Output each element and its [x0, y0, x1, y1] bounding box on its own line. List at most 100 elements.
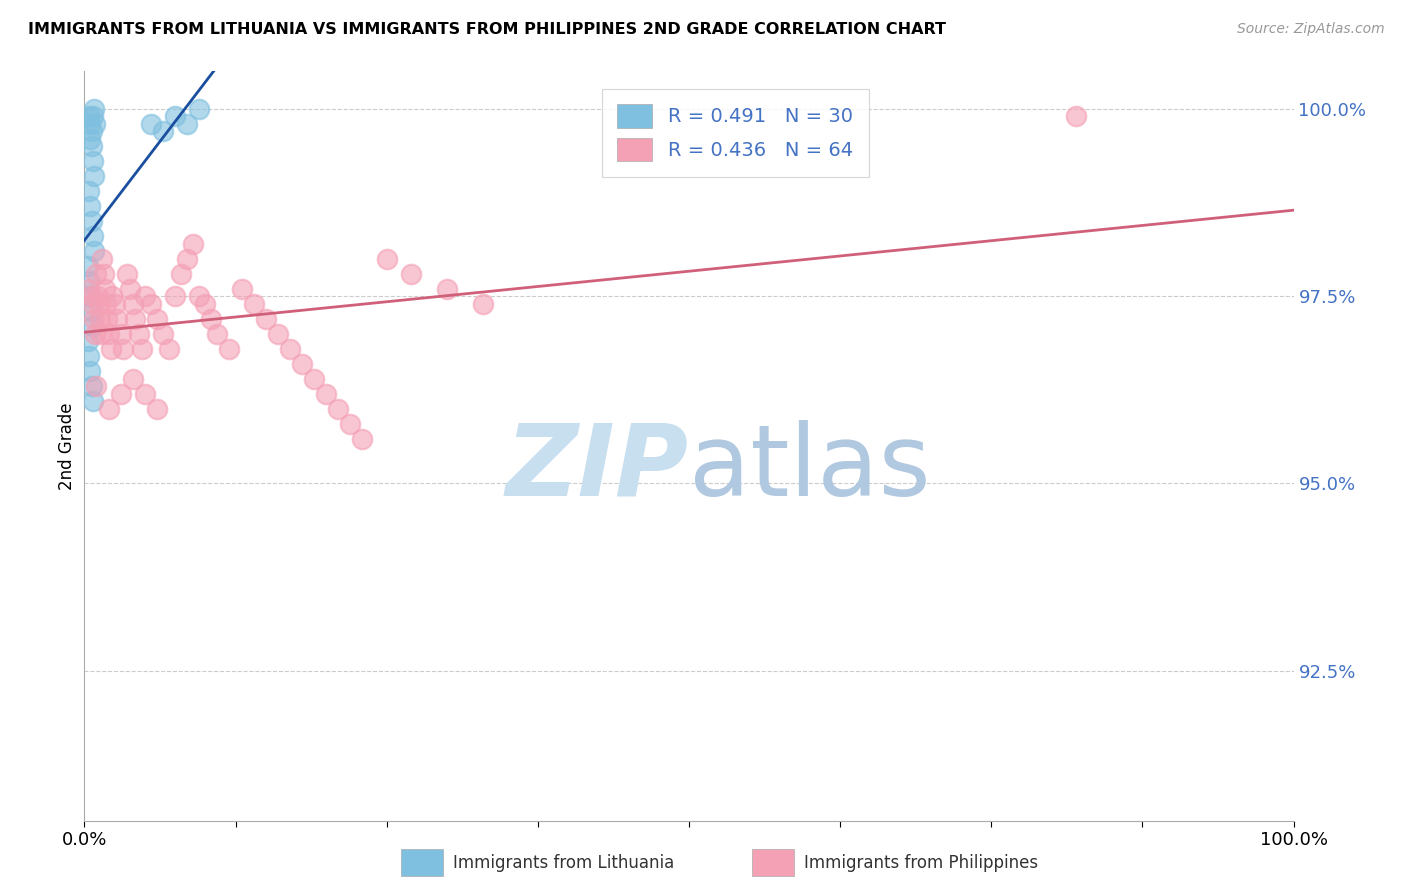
Point: [165, 109, 187, 123]
Point: [82, 109, 104, 123]
Text: IMMIGRANTS FROM LITHUANIA VS IMMIGRANTS FROM PHILIPPINES 2ND GRADE CORRELATION C: IMMIGRANTS FROM LITHUANIA VS IMMIGRANTS …: [28, 22, 946, 37]
Point: [77, 184, 100, 198]
Point: [80, 139, 103, 153]
Point: [200, 311, 222, 326]
Point: [91, 252, 114, 266]
Point: [152, 326, 174, 341]
Point: [84, 326, 107, 341]
Point: [82, 319, 104, 334]
Point: [254, 311, 277, 326]
Point: [152, 124, 174, 138]
Legend: R = 0.491   N = 30, R = 0.436   N = 64: R = 0.491 N = 30, R = 0.436 N = 64: [602, 88, 869, 177]
Point: [139, 117, 162, 131]
Point: [1064, 109, 1087, 123]
Point: [104, 296, 127, 310]
Point: [231, 282, 253, 296]
Point: [79, 364, 101, 378]
Point: [80, 214, 103, 228]
Point: [472, 296, 495, 310]
Point: [86, 289, 108, 303]
Point: [375, 252, 398, 266]
Point: [146, 311, 169, 326]
Point: [82, 394, 104, 409]
Point: [436, 282, 458, 296]
Point: [328, 401, 350, 416]
Point: [83, 169, 105, 184]
Point: [291, 357, 314, 371]
Point: [181, 236, 204, 251]
Point: [87, 296, 110, 310]
Point: [101, 289, 124, 303]
Y-axis label: 2nd Grade: 2nd Grade: [58, 402, 76, 490]
Point: [80, 304, 103, 318]
Text: Immigrants from Lithuania: Immigrants from Lithuania: [453, 854, 673, 871]
Point: [134, 289, 156, 303]
Point: [207, 326, 229, 341]
Point: [120, 282, 142, 296]
Point: [79, 289, 101, 303]
Point: [131, 342, 153, 356]
Point: [170, 267, 193, 281]
Text: Immigrants from Philippines: Immigrants from Philippines: [804, 854, 1039, 871]
Point: [83, 244, 105, 259]
Point: [399, 267, 422, 281]
Point: [77, 334, 100, 348]
Point: [139, 296, 162, 310]
Point: [77, 282, 100, 296]
Point: [83, 311, 105, 326]
Point: [110, 326, 132, 341]
Point: [157, 342, 180, 356]
Point: [315, 386, 337, 401]
Point: [302, 371, 325, 385]
Point: [94, 296, 117, 310]
Point: [128, 326, 150, 341]
Point: [112, 342, 135, 356]
Point: [94, 282, 117, 296]
Point: [86, 267, 108, 281]
Point: [79, 199, 101, 213]
Point: [90, 326, 112, 341]
Point: [83, 102, 105, 116]
Point: [110, 386, 132, 401]
Point: [146, 401, 169, 416]
Point: [121, 371, 143, 385]
Point: [121, 296, 143, 310]
Text: atlas: atlas: [689, 420, 931, 517]
Point: [80, 379, 103, 393]
Point: [124, 311, 146, 326]
Point: [86, 379, 108, 393]
Point: [89, 311, 111, 326]
Point: [79, 117, 101, 131]
Point: [339, 417, 361, 431]
Point: [80, 289, 103, 303]
Point: [77, 109, 100, 123]
Point: [82, 229, 104, 244]
Point: [165, 289, 187, 303]
Point: [82, 154, 104, 169]
Point: [218, 342, 240, 356]
Text: ZIP: ZIP: [506, 420, 689, 517]
Point: [80, 124, 103, 138]
Point: [176, 117, 198, 131]
Point: [77, 274, 100, 288]
Point: [97, 401, 120, 416]
Point: [134, 386, 156, 401]
Point: [100, 342, 122, 356]
Point: [176, 252, 198, 266]
Point: [267, 326, 290, 341]
Point: [82, 296, 104, 310]
Point: [194, 296, 217, 310]
Point: [278, 342, 301, 356]
Point: [242, 296, 264, 310]
Point: [79, 132, 101, 146]
Point: [77, 349, 100, 363]
Text: Source: ZipAtlas.com: Source: ZipAtlas.com: [1237, 22, 1385, 37]
Point: [96, 311, 118, 326]
Point: [97, 326, 120, 341]
Point: [188, 102, 211, 116]
Point: [352, 432, 374, 446]
Point: [188, 289, 211, 303]
Point: [77, 259, 100, 273]
Point: [105, 311, 128, 326]
Point: [93, 267, 115, 281]
